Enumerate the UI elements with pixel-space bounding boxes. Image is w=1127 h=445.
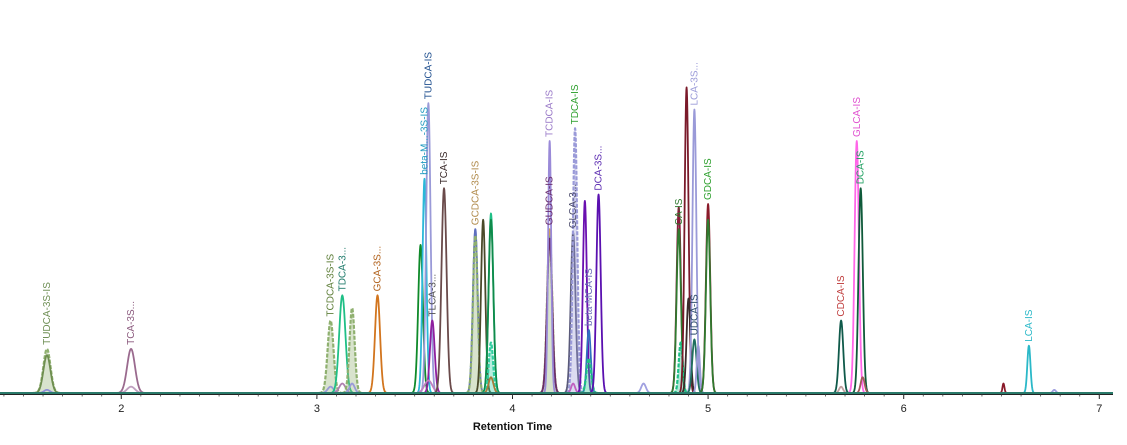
peak-label: LCA-IS: [1024, 309, 1035, 342]
peak-label: TCA-IS: [439, 151, 450, 184]
peak-trace: [698, 218, 718, 394]
peak-label: GCA-3S...: [373, 246, 384, 292]
peak-fill: [482, 342, 500, 393]
peak-fill: [579, 358, 599, 393]
peak-trace: [318, 319, 344, 395]
x-axis-title: Retention Time: [473, 421, 552, 433]
peak-label: GCDCA-3S-IS: [470, 160, 481, 225]
peak-label: UDCA-IS: [689, 294, 700, 335]
peak-trace: [416, 177, 433, 394]
x-tick-label: 5: [705, 403, 711, 415]
peak-trace: [851, 187, 870, 394]
peak-fill: [465, 235, 485, 393]
peak-label: TLCA-3...: [427, 274, 438, 317]
peak-trace: [685, 108, 703, 394]
peak-trace: [1021, 344, 1036, 394]
peak-fill: [318, 320, 343, 393]
peak-trace: [580, 329, 598, 394]
peak-trace: [433, 187, 455, 394]
peak-trace: [691, 344, 706, 394]
peak-label: beta-MCA-IS: [584, 268, 595, 326]
x-tick-label: 4: [509, 403, 515, 415]
peak-trace: [473, 218, 493, 394]
peak-trace: [831, 319, 851, 394]
peaks-layer: [32, 86, 1062, 395]
peak-fill: [566, 128, 584, 393]
peak-trace: [422, 319, 443, 394]
peak-trace: [366, 294, 389, 394]
peak-fill: [341, 307, 363, 393]
peak-trace: [115, 348, 148, 394]
peak-label: TUDCA-3S-IS: [42, 282, 53, 345]
x-axis-ticks: 2 3 4 5 6 7: [3, 394, 1102, 415]
peak-trace: [633, 382, 654, 394]
peak-trace: [678, 86, 696, 394]
peak-label: TUDCA-IS: [423, 52, 434, 100]
peak-label: TCDCA-3S-IS: [326, 253, 337, 316]
peak-trace: [576, 199, 594, 394]
peak-label: beta-M...-3S-IS: [420, 107, 431, 175]
peak-label: GUDCA-IS: [545, 176, 556, 225]
peak-label: GLCA-3...: [568, 184, 579, 228]
peak-trace: [341, 306, 364, 395]
peak-trace: [847, 140, 866, 394]
x-tick-label: 6: [901, 403, 907, 415]
peak-label: TCA-3S...: [126, 301, 137, 345]
peak-trace: [465, 234, 486, 395]
peak-label: CA-IS: [674, 198, 685, 225]
peak-label: TDCA-3...: [337, 247, 348, 291]
peak-label: GLCA-IS: [852, 97, 863, 137]
peak-trace: [589, 193, 608, 394]
peak-trace: [672, 341, 690, 395]
peak-trace: [542, 140, 557, 394]
peak-label: DCA-3S...: [594, 146, 605, 191]
peak-label: TDCA-IS: [570, 84, 581, 124]
x-tick-label: 3: [314, 403, 320, 415]
peak-trace: [329, 294, 356, 394]
peak-fill: [32, 348, 62, 393]
peak-labels: TUDCA-3S-IS TCA-3S... TCDCA-3S-IS TDCA-3...…: [42, 52, 1035, 345]
peak-trace: [565, 127, 585, 394]
peak-label: TCDCA-IS: [545, 89, 556, 137]
peak-trace: [685, 338, 704, 394]
peak-fill: [539, 235, 560, 393]
x-tick-label: 7: [1096, 403, 1102, 415]
peak-trace: [481, 218, 501, 394]
peak-label: GDCA-IS: [703, 158, 714, 200]
x-tick-label: 2: [118, 403, 124, 415]
peak-trace: [998, 382, 1009, 394]
peak-trace: [538, 237, 561, 394]
peak-fill: [672, 342, 689, 393]
peak-label: CDCA-IS: [836, 275, 847, 316]
peak-trace: [419, 102, 438, 394]
peak-label: DCA-IS: [856, 150, 867, 184]
peak-label: LCA-3S...: [689, 62, 700, 105]
peak-trace: [32, 354, 62, 394]
